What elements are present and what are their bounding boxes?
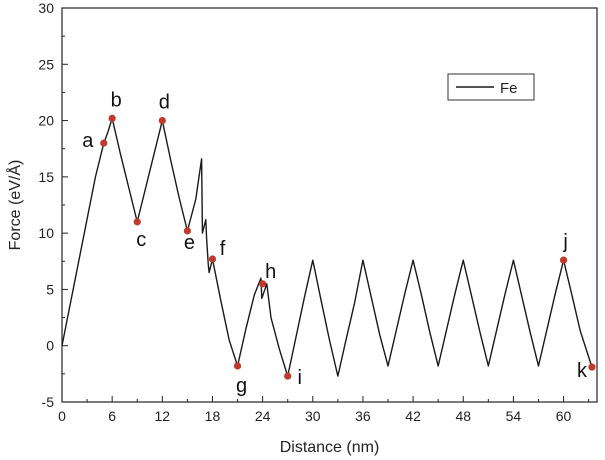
x-tick-label: 30 <box>305 408 321 424</box>
x-tick-label: 36 <box>355 408 371 424</box>
x-tick-label: 42 <box>405 408 421 424</box>
y-tick-label: 0 <box>46 338 54 354</box>
marker-point-k <box>588 363 596 371</box>
marker-point-i <box>284 372 292 380</box>
x-tick-label: 60 <box>556 408 572 424</box>
point-label-c: c <box>136 229 146 251</box>
point-label-h: h <box>265 261 276 283</box>
marker-point-a <box>100 139 108 147</box>
marker-point-b <box>108 114 116 122</box>
y-tick-label: 5 <box>46 281 54 297</box>
point-label-i: i <box>297 367 301 389</box>
marker-point-h <box>259 280 267 288</box>
marker-point-f <box>208 255 217 263</box>
point-label-b: b <box>111 89 122 111</box>
legend: Fe <box>447 73 535 101</box>
marker-point-d <box>158 116 166 125</box>
point-label-f: f <box>220 238 226 260</box>
legend-label-fe: Fe <box>500 80 518 97</box>
x-tick-label: 12 <box>155 408 171 424</box>
y-tick-label: 20 <box>38 113 54 129</box>
y-axis-title: Force (eV/Å) <box>5 160 24 251</box>
marker-point-c <box>133 218 141 226</box>
point-label-g: g <box>236 375 247 397</box>
y-tick-label: 10 <box>38 225 54 241</box>
y-tick-label: -5 <box>42 394 55 410</box>
series-line-fe <box>61 117 593 377</box>
x-axis-title: Distance (nm) <box>280 439 380 456</box>
x-tick-label: 54 <box>506 408 522 424</box>
x-tick-label: 6 <box>108 408 116 424</box>
point-label-k: k <box>577 360 588 382</box>
x-tick-label: 48 <box>455 408 471 424</box>
point-label-j: j <box>562 231 567 253</box>
point-label-d: d <box>159 92 170 114</box>
x-tick-label: 0 <box>58 408 66 424</box>
y-tick-label: 30 <box>38 0 54 16</box>
marker-point-j <box>559 256 568 264</box>
point-label-a: a <box>82 130 94 152</box>
marker-point-e <box>183 227 191 235</box>
point-label-e: e <box>184 232 195 254</box>
x-tick-label: 18 <box>205 408 221 424</box>
x-tick-label: 24 <box>255 408 271 424</box>
y-tick-label: 25 <box>38 56 54 72</box>
marker-point-g <box>233 362 242 370</box>
y-tick-label: 15 <box>38 169 54 185</box>
